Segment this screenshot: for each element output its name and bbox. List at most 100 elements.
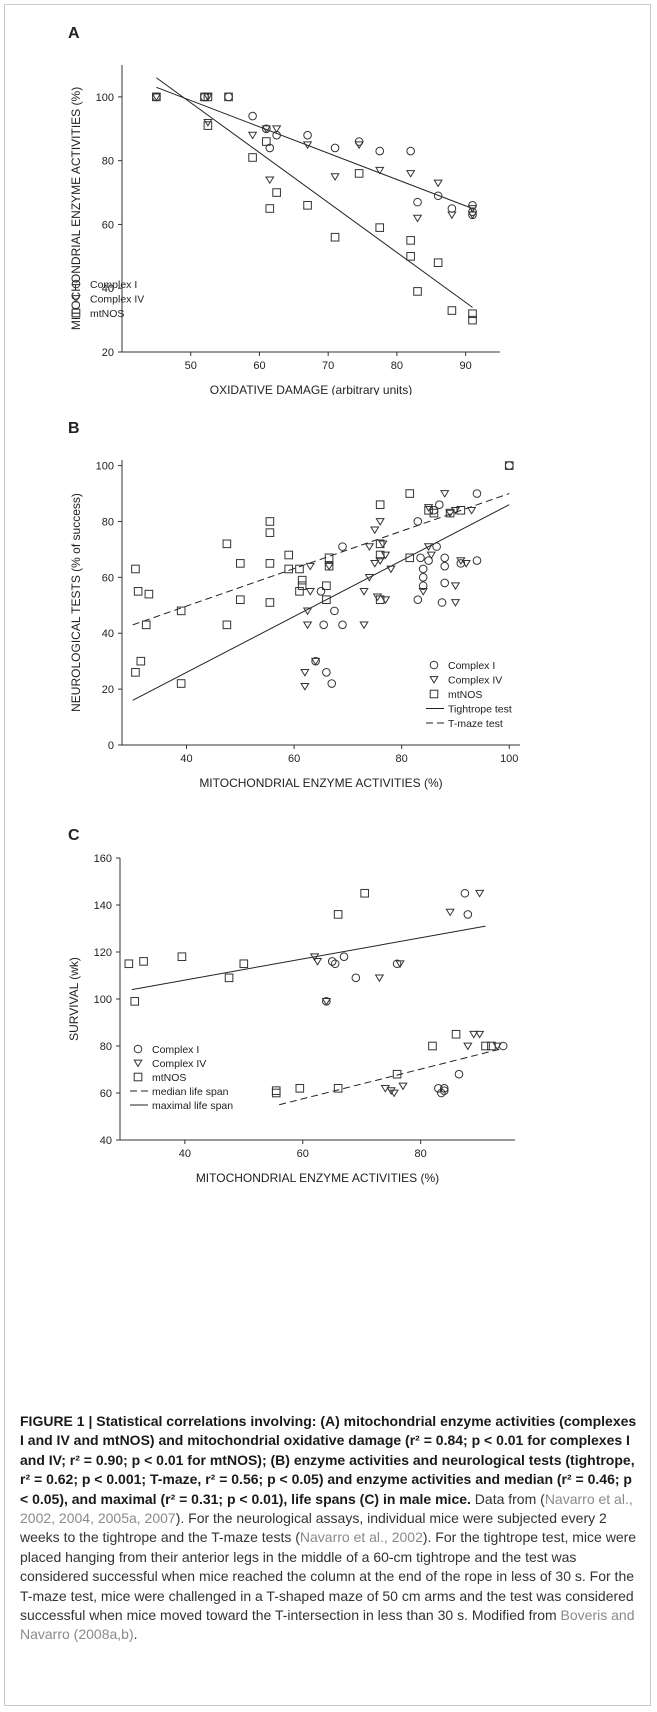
data-point-mtnos (271, 1088, 281, 1098)
data-point-complex-iv (374, 974, 385, 983)
data-point-complex-i (439, 1086, 449, 1095)
x-tick-label: 60 (288, 753, 300, 765)
data-point-complex-i (440, 553, 450, 563)
data-point-complex-iv (305, 587, 315, 596)
data-point-complex-iv (474, 1030, 485, 1039)
y-tick-label: 40 (102, 283, 114, 295)
data-point-complex-iv (305, 562, 315, 571)
data-point-complex-iv (378, 540, 388, 549)
legend-label: Complex I (448, 660, 495, 672)
data-point-mtnos (375, 550, 385, 560)
x-tick-label: 50 (185, 360, 197, 372)
legend-label: Complex IV (90, 294, 144, 306)
caption-reference-link[interactable]: Navarro et al., 2002, 2004, 2005a, 2007 (20, 1490, 633, 1527)
data-point-mtnos (271, 1086, 281, 1095)
data-point-complex-iv (321, 998, 332, 1006)
y-tick-label: 20 (102, 684, 114, 696)
x-tick-label: 80 (396, 753, 408, 765)
data-point-complex-iv (324, 562, 334, 571)
y-tick-label: 80 (102, 156, 114, 168)
y-tick-label: 60 (102, 219, 114, 231)
data-point-complex-iv (309, 953, 320, 962)
data-point-complex-i (413, 197, 422, 207)
data-point-mtnos (303, 201, 312, 210)
data-point-mtnos (284, 550, 294, 560)
data-point-mtnos (413, 287, 422, 296)
data-point-mtnos (360, 888, 369, 898)
data-point-complex-i (330, 959, 340, 969)
data-point-complex-iv (364, 543, 375, 552)
data-point-mtnos (468, 315, 477, 325)
data-point-complex-iv (302, 141, 313, 150)
data-point-complex-iv (271, 125, 282, 134)
data-point-mtnos (324, 561, 334, 571)
data-point-mtnos (451, 1029, 461, 1039)
y-tick-label: 40 (100, 1135, 112, 1147)
x-tick-label: 100 (500, 753, 518, 765)
data-point-complex-iv (440, 490, 450, 498)
data-point-complex-i (447, 204, 457, 213)
data-point-complex-i (416, 553, 425, 563)
data-point-complex-i (433, 191, 443, 201)
data-point-mtnos (203, 92, 213, 102)
y-tick-label: 0 (108, 740, 114, 752)
data-point-mtnos (428, 1041, 437, 1051)
data-point-complex-i (439, 1084, 449, 1093)
data-point-complex-iv (300, 682, 310, 691)
data-point-complex-iv (405, 170, 416, 178)
regression-line (156, 86, 473, 209)
x-tick-label: 60 (253, 360, 265, 372)
data-point-complex-iv (359, 587, 369, 596)
data-point-mtnos (297, 581, 307, 591)
data-point-mtnos (297, 575, 307, 585)
y-axis-title: NEUROLOGICAL TESTS (% of success) (69, 493, 83, 712)
data-point-mtnos (322, 581, 331, 591)
data-point-mtnos (141, 620, 151, 630)
data-point-complex-i (463, 910, 473, 919)
data-point-complex-i (319, 620, 328, 630)
y-tick-label: 20 (102, 347, 114, 359)
data-point-complex-i (248, 111, 257, 121)
panel-b-chart: B 40 60 80 100 0 20 40 60 80 100 MITOCHONDRIAL ENZY… (68, 420, 520, 790)
data-point-mtnos (124, 959, 134, 969)
data-point-complex-iv (375, 166, 385, 175)
legend-marker-complex-i (71, 279, 81, 289)
caption-text-1: Data from ( (470, 1490, 545, 1507)
data-point-mtnos (272, 188, 281, 197)
legend-label: Complex I (90, 279, 137, 291)
legend-marker-complex-iv (133, 1059, 143, 1068)
data-point-complex-i (327, 679, 337, 688)
data-point-mtnos (487, 1041, 496, 1051)
caption-reference-link[interactable]: Navarro et al., 2002 (299, 1529, 423, 1546)
data-point-complex-iv (395, 960, 405, 969)
data-point-complex-iv (445, 509, 455, 518)
y-axis-title: SURVIVAL (wk) (67, 957, 81, 1041)
data-point-complex-iv (370, 526, 380, 535)
data-point-complex-iv (423, 543, 434, 552)
data-point-complex-iv (359, 621, 369, 630)
data-point-complex-iv (330, 173, 340, 181)
caption-text-2: ). For the neurological assays, individu… (20, 1510, 607, 1546)
panel-a-chart: A 50 60 70 80 90 20 40 60 80 100 OXIDATIVE DAMAGE (… (68, 25, 500, 395)
x-axis-title: OXIDATIVE DAMAGE (arbitrary units) (210, 383, 412, 395)
data-point-mtnos (375, 595, 385, 605)
data-point-mtnos (265, 559, 275, 568)
data-point-mtnos (445, 508, 455, 518)
data-point-mtnos (139, 957, 148, 966)
data-point-complex-iv (423, 504, 434, 512)
x-tick-label: 40 (180, 753, 192, 765)
figure-frame (4, 4, 651, 1706)
data-point-complex-i (435, 500, 444, 510)
data-point-mtnos (481, 1041, 490, 1051)
caption-reference-link[interactable]: Boveris and Navarro (2008a,b) (20, 1607, 635, 1643)
data-point-complex-iv (247, 131, 258, 140)
y-axis-title: MITOCHONDRIAL ENZYME ACTIVITIES (%) (69, 87, 83, 330)
legend-label: Complex IV (152, 1058, 206, 1070)
data-point-complex-iv (461, 560, 471, 568)
data-point-mtnos (295, 1084, 305, 1093)
y-tick-label: 60 (102, 572, 114, 584)
data-point-mtnos (295, 564, 304, 574)
data-point-complex-i (440, 578, 450, 588)
legend-label: Tightrope test (448, 704, 512, 716)
panel-c-chart: C 40 60 80 40 60 80 100 120 140 160 MITOCHONDRIAL E… (67, 827, 515, 1185)
